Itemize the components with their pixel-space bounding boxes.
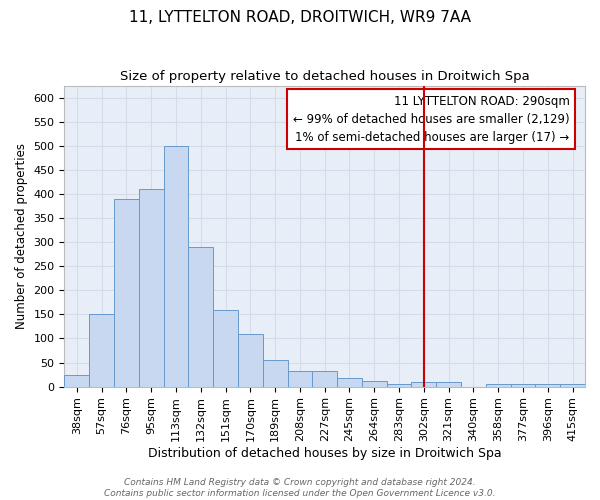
Text: 11 LYTTELTON ROAD: 290sqm
← 99% of detached houses are smaller (2,129)
1% of sem: 11 LYTTELTON ROAD: 290sqm ← 99% of detac…: [293, 94, 569, 144]
Bar: [313, 371, 337, 386]
Bar: [114, 198, 139, 386]
Bar: [263, 360, 287, 386]
Bar: [412, 382, 436, 386]
Bar: [337, 378, 362, 386]
Bar: [188, 247, 213, 386]
Bar: [486, 384, 511, 386]
Bar: [511, 384, 535, 386]
Title: Size of property relative to detached houses in Droitwich Spa: Size of property relative to detached ho…: [120, 70, 530, 83]
Bar: [238, 334, 263, 386]
Bar: [213, 310, 238, 386]
Bar: [535, 384, 560, 386]
Bar: [139, 189, 164, 386]
Text: 11, LYTTELTON ROAD, DROITWICH, WR9 7AA: 11, LYTTELTON ROAD, DROITWICH, WR9 7AA: [129, 10, 471, 25]
Bar: [64, 374, 89, 386]
Bar: [287, 371, 313, 386]
Y-axis label: Number of detached properties: Number of detached properties: [15, 143, 28, 329]
Bar: [362, 381, 386, 386]
Bar: [164, 146, 188, 386]
Bar: [386, 384, 412, 386]
Bar: [436, 382, 461, 386]
Bar: [89, 314, 114, 386]
Bar: [560, 384, 585, 386]
Text: Contains HM Land Registry data © Crown copyright and database right 2024.
Contai: Contains HM Land Registry data © Crown c…: [104, 478, 496, 498]
X-axis label: Distribution of detached houses by size in Droitwich Spa: Distribution of detached houses by size …: [148, 447, 502, 460]
